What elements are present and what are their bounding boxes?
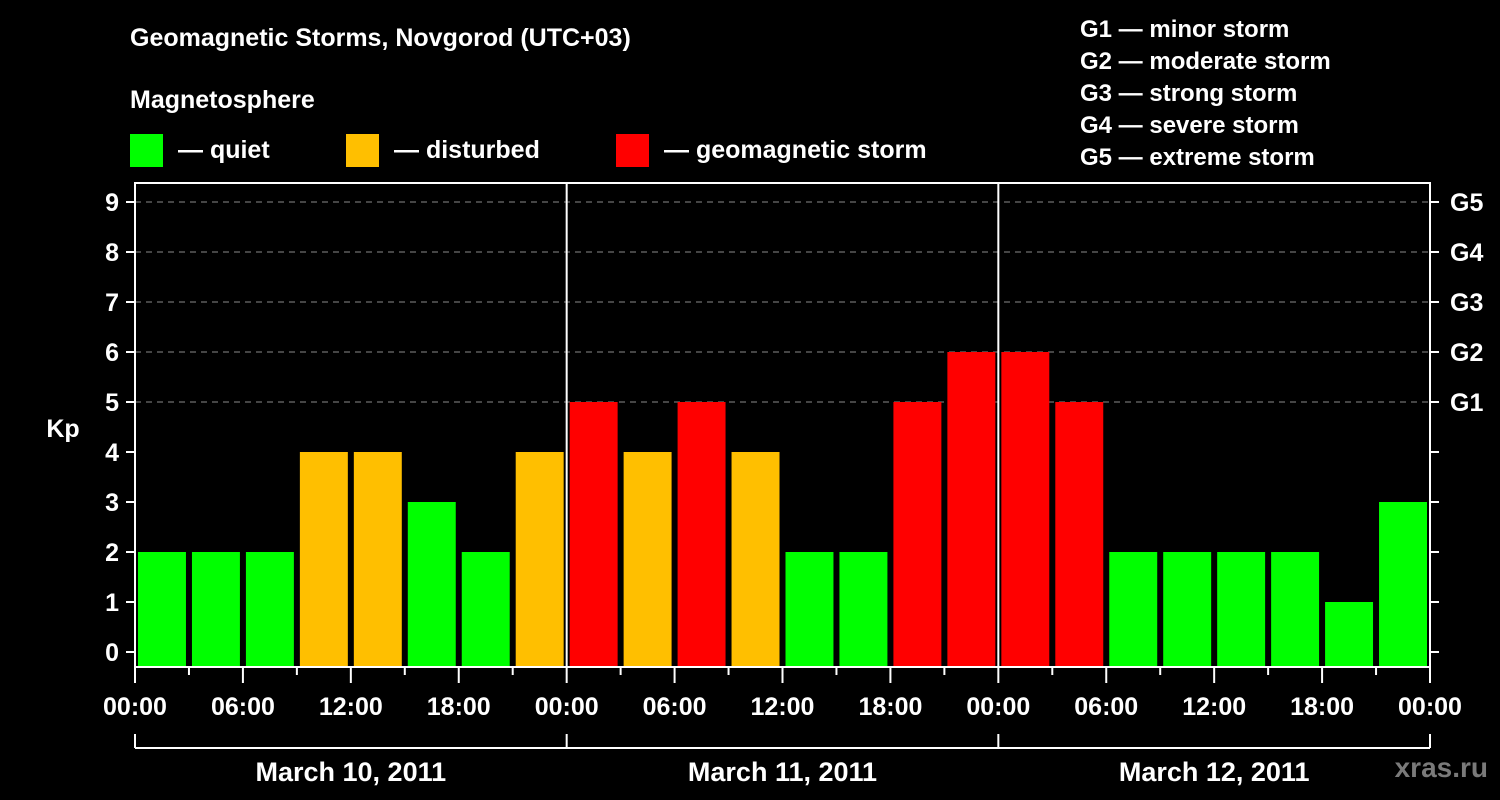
x-tick-label: 12:00: [1182, 693, 1246, 721]
kp-bar: [1271, 552, 1320, 667]
y-tick-label: 8: [105, 239, 119, 267]
kp-bar: [353, 452, 402, 667]
x-tick-label: 00:00: [966, 693, 1030, 721]
legend-swatch-quiet: [130, 133, 163, 167]
y-tick-label: 4: [105, 439, 119, 467]
legend-label-storm: — geomagnetic storm: [664, 135, 927, 164]
kp-bar: [1001, 352, 1050, 667]
kp-bar: [138, 552, 186, 667]
day-label: March 12, 2011: [1119, 757, 1310, 787]
legend-label-disturbed: — disturbed: [394, 135, 540, 164]
kp-bar: [947, 352, 996, 667]
g-scale-item: G3 — strong storm: [1080, 80, 1298, 107]
legend-label-quiet: — quiet: [178, 135, 270, 164]
day-label: March 10, 2011: [256, 757, 447, 787]
legend-swatch-storm: [616, 133, 649, 167]
kp-bar: [1217, 552, 1266, 667]
g-scale-label: G3: [1450, 289, 1483, 317]
kp-bar: [245, 552, 294, 667]
kp-bar: [839, 552, 888, 667]
kp-bar: [191, 552, 240, 667]
legend-subtitle: Magnetosphere: [130, 86, 315, 114]
y-tick-label: 3: [105, 489, 119, 517]
kp-bar: [461, 552, 510, 667]
x-tick-label: 00:00: [1398, 693, 1462, 721]
x-tick-label: 00:00: [535, 693, 599, 721]
x-tick-label: 18:00: [427, 693, 491, 721]
g-scale-label: G4: [1450, 239, 1483, 267]
g-scale-label: G5: [1450, 189, 1483, 217]
x-tick-label: 06:00: [1074, 693, 1138, 721]
kp-bar: [1109, 552, 1158, 667]
kp-bar: [785, 552, 834, 667]
kp-bar: [623, 452, 672, 667]
x-tick-label: 12:00: [319, 693, 383, 721]
x-tick-label: 18:00: [1290, 693, 1354, 721]
legend-swatch-disturbed: [346, 133, 379, 167]
x-tick-label: 06:00: [211, 693, 275, 721]
y-tick-label: 2: [105, 539, 119, 567]
g-scale-item: G1 — minor storm: [1080, 16, 1290, 43]
chart-title: Geomagnetic Storms, Novgorod (UTC+03): [130, 24, 631, 52]
x-tick-label: 12:00: [751, 693, 815, 721]
y-tick-label: 0: [105, 639, 119, 667]
kp-bar: [1325, 602, 1374, 667]
kp-bar: [569, 402, 618, 667]
y-axis-label: Kp: [46, 415, 79, 443]
watermark: xras.ru: [1394, 752, 1488, 783]
y-tick-label: 5: [105, 389, 119, 417]
legend-item-storm: — geomagnetic storm: [616, 133, 927, 167]
kp-bar: [677, 402, 726, 667]
day-label: March 11, 2011: [688, 757, 877, 787]
kp-bar: [407, 502, 456, 667]
kp-bar: [731, 452, 780, 667]
kp-bar: [1163, 552, 1212, 667]
kp-bar: [299, 452, 348, 667]
g-scale-label: G2: [1450, 339, 1483, 367]
g-scale-item: G2 — moderate storm: [1080, 48, 1331, 75]
y-tick-label: 7: [105, 289, 119, 317]
legend-item-disturbed: — disturbed: [346, 133, 540, 167]
y-tick-label: 1: [105, 589, 119, 617]
kp-bar: [1055, 402, 1104, 667]
g-scale-label: G1: [1450, 389, 1483, 417]
x-tick-label: 00:00: [103, 693, 167, 721]
kp-bar: [893, 402, 942, 667]
x-tick-label: 18:00: [858, 693, 922, 721]
g-scale-legend: G1 — minor storm G2 — moderate storm G3 …: [1080, 14, 1331, 174]
y-tick-label: 9: [105, 189, 119, 217]
y-tick-label: 6: [105, 339, 119, 367]
g-scale-item: G4 — severe storm: [1080, 112, 1299, 139]
x-tick-label: 06:00: [643, 693, 707, 721]
kp-bar: [515, 452, 564, 667]
legend-item-quiet: — quiet: [130, 133, 270, 167]
g-scale-item: G5 — extreme storm: [1080, 144, 1315, 171]
kp-bar: [1379, 502, 1427, 667]
